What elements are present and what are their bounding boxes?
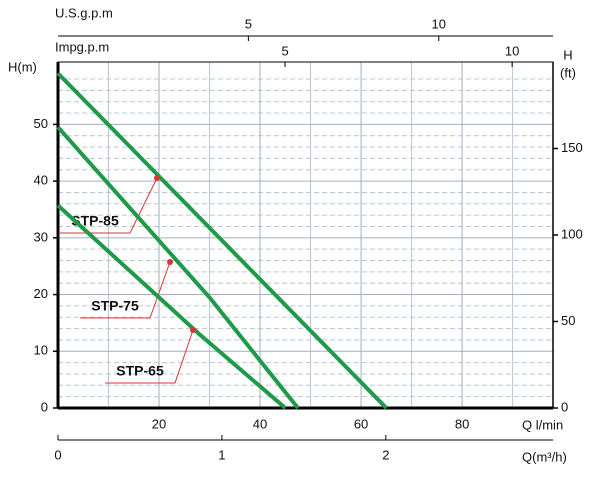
top-axis-2-label: Impg.p.m [55, 39, 109, 54]
y2-tick-label: 50 [561, 313, 575, 328]
leader-line [80, 261, 171, 319]
x-tick-label: 20 [152, 416, 166, 431]
leader-arrow [190, 327, 196, 333]
x-axis-label: Q l/min [522, 417, 563, 432]
series-label: STP-65 [116, 363, 164, 379]
secondary-tick-label: 10 [505, 43, 519, 58]
y2-tick-label: 0 [561, 399, 568, 414]
curve [56, 125, 300, 410]
y2-axis-unit: (ft) [560, 65, 576, 80]
secondary-tick-label: 10 [432, 16, 446, 31]
curve [56, 204, 287, 410]
secondary-tick-label: 1 [218, 447, 225, 462]
y-axis-label: H(m) [8, 59, 37, 74]
leader-line [105, 329, 194, 384]
y2-tick-label: 100 [561, 226, 583, 241]
x-tick-label: 60 [354, 416, 368, 431]
y-tick-label: 40 [34, 173, 48, 188]
y-tick-label: 50 [34, 116, 48, 131]
secondary-tick-label: 0 [54, 447, 61, 462]
secondary-tick-label: 5 [245, 16, 252, 31]
plot-frame [57, 61, 554, 409]
curve [56, 71, 388, 410]
secondary-tick-label: 2 [382, 447, 389, 462]
leader-arrow [154, 175, 160, 181]
bottom-axis-2-label: Q(m³/h) [522, 449, 567, 464]
series-label: STP-75 [91, 298, 139, 314]
x-tick-label: 40 [253, 416, 267, 431]
x-tick-label: 80 [455, 416, 469, 431]
series-label: STP-85 [71, 213, 119, 229]
y2-tick-label: 150 [561, 140, 583, 155]
y-tick-label: 0 [41, 399, 48, 414]
y-tick-label: 20 [34, 286, 48, 301]
secondary-tick-label: 5 [281, 43, 288, 58]
y-tick-label: 30 [34, 229, 48, 244]
leader-line [60, 177, 158, 234]
top-axis-1-label: U.S.g.p.m [55, 5, 113, 20]
y-tick-label: 10 [34, 343, 48, 358]
y2-axis-label: H [563, 47, 572, 62]
leader-arrow [167, 259, 173, 265]
